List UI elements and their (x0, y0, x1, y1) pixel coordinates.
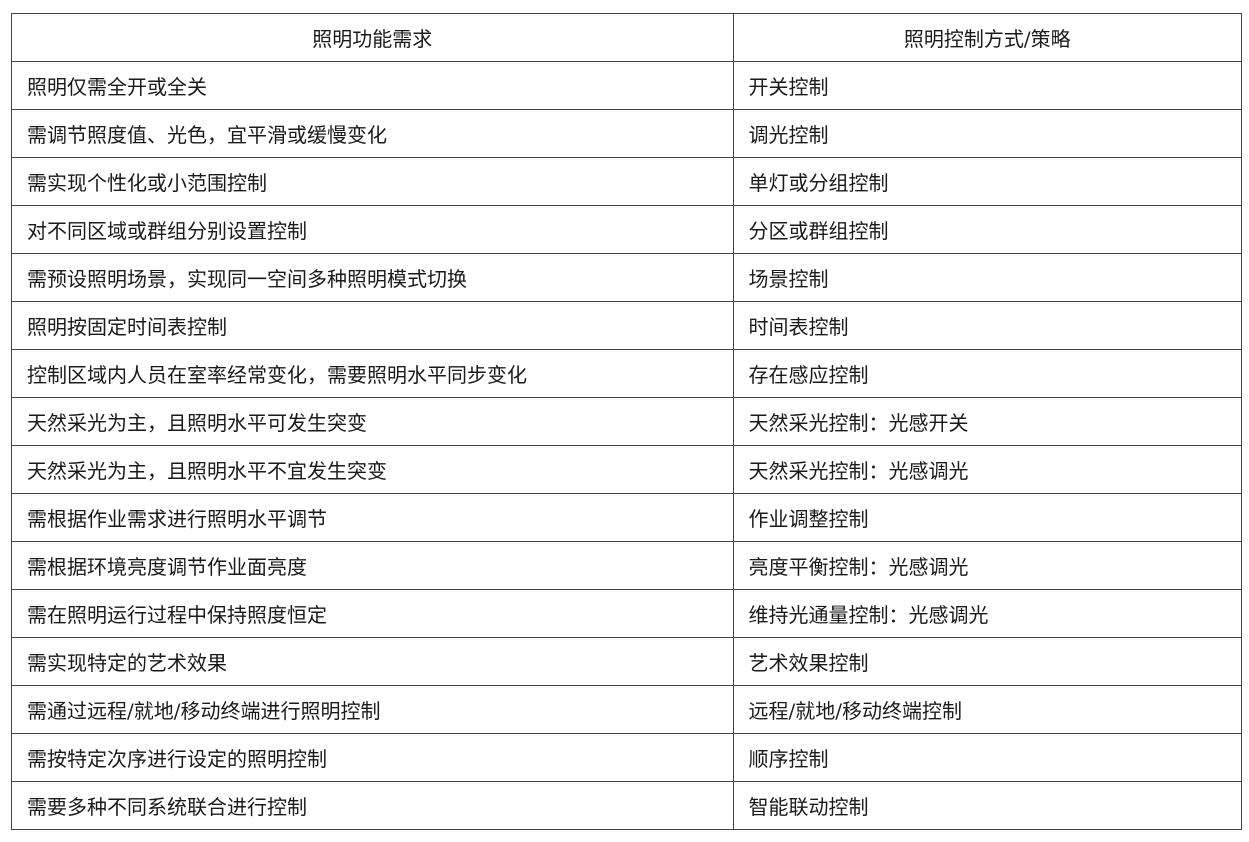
requirement-cell: 对不同区域或群组分别设置控制 (11, 205, 734, 254)
requirement-cell: 需按特定次序进行设定的照明控制 (11, 733, 734, 782)
table-row: 需实现个性化或小范围控制 单灯或分组控制 (11, 157, 1243, 206)
strategy-cell: 调光控制 (732, 109, 1243, 158)
strategy-cell: 开关控制 (732, 61, 1243, 110)
requirement-cell: 需通过远程/就地/移动终端进行照明控制 (11, 685, 734, 734)
table-row: 照明仅需全开或全关 开关控制 (11, 61, 1243, 110)
requirement-cell: 照明按固定时间表控制 (11, 301, 734, 350)
strategy-cell: 场景控制 (732, 253, 1243, 302)
table-row: 需根据环境亮度调节作业面亮度 亮度平衡控制：光感调光 (11, 541, 1243, 590)
requirement-cell: 需根据作业需求进行照明水平调节 (11, 493, 734, 542)
requirement-cell: 控制区域内人员在室率经常变化，需要照明水平同步变化 (11, 349, 734, 398)
table-row: 照明按固定时间表控制 时间表控制 (11, 301, 1243, 350)
requirement-cell: 需预设照明场景，实现同一空间多种照明模式切换 (11, 253, 734, 302)
strategy-cell: 维持光通量控制：光感调光 (732, 589, 1243, 638)
strategy-cell: 亮度平衡控制：光感调光 (732, 541, 1243, 590)
table-row: 对不同区域或群组分别设置控制 分区或群组控制 (11, 205, 1243, 254)
strategy-cell: 远程/就地/移动终端控制 (732, 685, 1243, 734)
requirement-cell: 天然采光为主，且照明水平不宜发生突变 (11, 445, 734, 494)
requirement-cell: 天然采光为主，且照明水平可发生突变 (11, 397, 734, 446)
requirement-cell: 照明仅需全开或全关 (11, 61, 734, 110)
strategy-cell: 艺术效果控制 (732, 637, 1243, 686)
strategy-cell: 顺序控制 (732, 733, 1243, 782)
table-row: 需通过远程/就地/移动终端进行照明控制 远程/就地/移动终端控制 (11, 685, 1243, 734)
table-row: 天然采光为主，且照明水平可发生突变 天然采光控制：光感开关 (11, 397, 1243, 446)
header-requirement: 照明功能需求 (11, 13, 734, 62)
strategy-cell: 作业调整控制 (732, 493, 1243, 542)
header-row: 照明功能需求 照明控制方式/策略 (11, 13, 1243, 62)
requirement-cell: 需根据环境亮度调节作业面亮度 (11, 541, 734, 590)
strategy-cell: 智能联动控制 (732, 781, 1243, 830)
table-row: 需调节照度值、光色，宜平滑或缓慢变化 调光控制 (11, 109, 1243, 158)
table-row: 需根据作业需求进行照明水平调节 作业调整控制 (11, 493, 1243, 542)
lighting-control-table: 照明功能需求 照明控制方式/策略 照明仅需全开或全关 开关控制 需调节照度值、光色，… (11, 13, 1243, 830)
table-row: 需要多种不同系统联合进行控制 智能联动控制 (11, 781, 1243, 830)
requirement-cell: 需要多种不同系统联合进行控制 (11, 781, 734, 830)
strategy-cell: 天然采光控制：光感调光 (732, 445, 1243, 494)
strategy-cell: 单灯或分组控制 (732, 157, 1243, 206)
table-row: 需在照明运行过程中保持照度恒定 维持光通量控制：光感调光 (11, 589, 1243, 638)
requirement-cell: 需调节照度值、光色，宜平滑或缓慢变化 (11, 109, 734, 158)
table-row: 天然采光为主，且照明水平不宜发生突变 天然采光控制：光感调光 (11, 445, 1243, 494)
table-row: 需按特定次序进行设定的照明控制 顺序控制 (11, 733, 1243, 782)
header-strategy: 照明控制方式/策略 (732, 13, 1243, 62)
table-row: 需预设照明场景，实现同一空间多种照明模式切换 场景控制 (11, 253, 1243, 302)
requirement-cell: 需实现特定的艺术效果 (11, 637, 734, 686)
strategy-cell: 存在感应控制 (732, 349, 1243, 398)
strategy-cell: 时间表控制 (732, 301, 1243, 350)
requirement-cell: 需在照明运行过程中保持照度恒定 (11, 589, 734, 638)
requirement-cell: 需实现个性化或小范围控制 (11, 157, 734, 206)
strategy-cell: 天然采光控制：光感开关 (732, 397, 1243, 446)
strategy-cell: 分区或群组控制 (732, 205, 1243, 254)
table-row: 控制区域内人员在室率经常变化，需要照明水平同步变化 存在感应控制 (11, 349, 1243, 398)
table-row: 需实现特定的艺术效果 艺术效果控制 (11, 637, 1243, 686)
